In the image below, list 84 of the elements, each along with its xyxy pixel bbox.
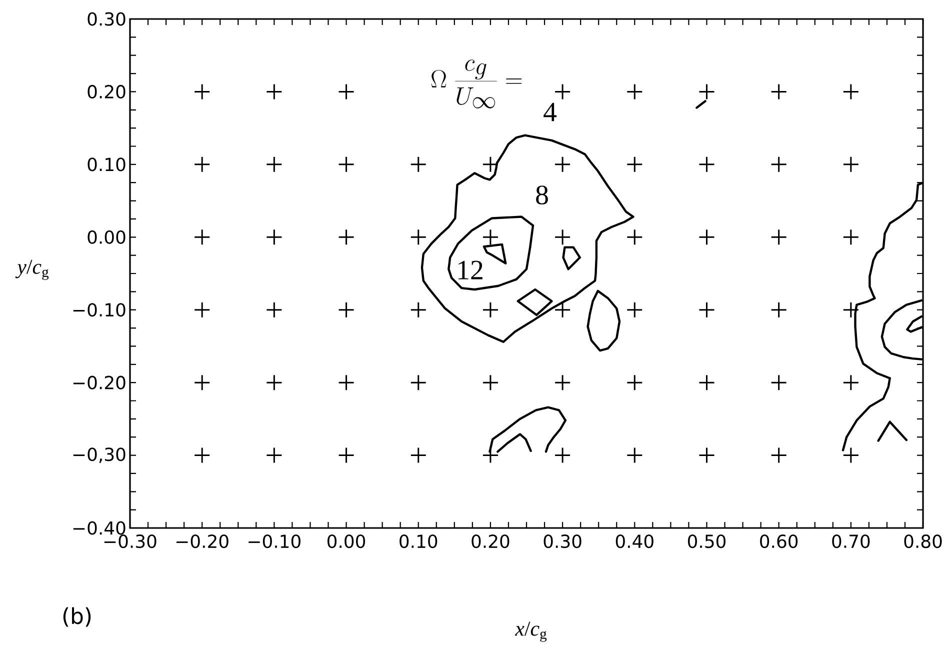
point [626,156,643,173]
point [338,302,355,318]
point [338,83,355,100]
point [626,447,643,464]
point [410,374,427,391]
x-tick-label: −0.20 [176,534,228,548]
point [698,447,715,464]
y-tick-label: 0.30 [88,12,126,26]
y-tick-label: 0.20 [88,84,126,98]
point [698,302,715,318]
point [482,447,499,464]
point [338,228,355,246]
point [842,83,860,100]
x-tick-label: 0.60 [760,534,798,548]
y-tick-label: −0.10 [73,303,126,317]
x-tick-label: 0.10 [400,534,438,548]
point [842,374,860,391]
x-tick-label: −0.10 [248,534,300,548]
point [410,302,427,318]
point [338,156,355,173]
point [626,228,643,246]
point [338,447,355,464]
point [482,302,499,318]
annotation: 8 [536,186,548,204]
x-tick-label: 0.40 [616,534,654,548]
x-tick-label: 0.80 [904,534,942,548]
point [554,374,571,391]
point [194,228,210,246]
x-tick-label: 0.50 [688,534,726,548]
point [698,228,715,246]
point [770,228,788,246]
x-tick-label: −0.30 [104,534,156,548]
point [770,374,788,391]
y-axis-title: y/c$_{g}$ [15,260,49,280]
y-tick-label: 0.00 [88,230,126,244]
point [554,156,571,173]
annotation: 12 [458,260,482,280]
point [770,447,788,464]
text: (b) [63,607,91,627]
x-tick-label: 0.00 [328,534,366,548]
annotation: 4 [544,102,557,122]
point [266,228,282,246]
point [554,447,571,464]
point [770,156,788,173]
x-tick-label: 0.70 [832,534,870,548]
x-axis-title: x/c$_{g}$ [514,622,547,642]
point [770,83,788,100]
point [698,156,715,173]
x-tick-label: 0.30 [544,534,582,548]
point [410,228,427,246]
point [554,228,571,246]
point [554,302,571,318]
point [266,83,282,100]
point [482,156,499,173]
y-tick-label: −0,30 [73,448,126,463]
point [626,374,643,391]
point [626,302,643,318]
y-tick-label: −0.20 [73,376,126,390]
point [842,447,860,464]
point [842,156,860,173]
point [842,302,860,318]
point [482,228,499,246]
point [626,83,643,100]
point [194,447,210,464]
point [194,374,210,391]
point [338,374,355,391]
y-tick-label: 0.10 [88,158,126,172]
point [266,374,282,391]
point [266,302,282,318]
x-tick-label: 0.20 [472,534,510,548]
point [842,228,860,246]
point [266,447,282,464]
point [194,302,210,318]
y-tick-label: −0.40 [73,521,126,535]
point [410,447,427,464]
point [554,83,571,100]
point [194,156,210,173]
point [770,302,788,318]
point [410,156,427,173]
annotation: $\Omega\;\frac{c_g}{U_\infty} =$ [431,60,522,108]
point [194,83,210,100]
point [482,374,499,391]
point [266,156,282,173]
point [698,374,715,391]
